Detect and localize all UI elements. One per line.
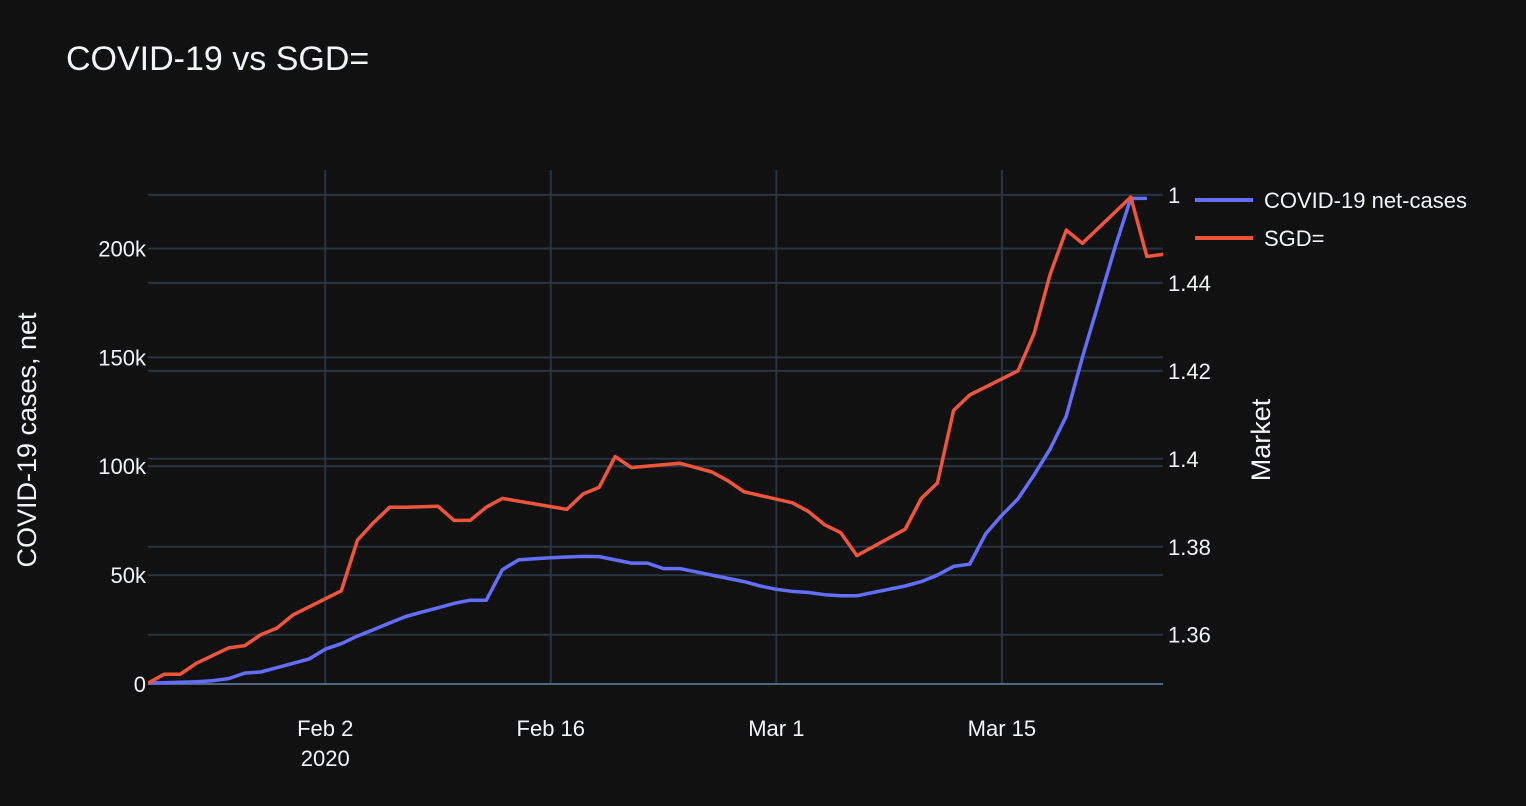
y-right-tick-label: 1 (1168, 183, 1180, 208)
legend-label: SGD= (1264, 226, 1325, 251)
y-left-tick-label: 200k (98, 236, 147, 261)
legend-label: COVID-19 net-cases (1264, 188, 1467, 213)
y-right-tick-label: 1.4 (1168, 447, 1199, 472)
y-right-tick-label: 1.44 (1168, 271, 1211, 296)
y-right-tick-label: 1.38 (1168, 535, 1211, 560)
series-line-covid-net-cases (148, 196, 1147, 685)
x-tick-label: Mar 15 (968, 716, 1036, 741)
y-right-axis-title: Market (1246, 398, 1276, 481)
x-tick-label: Feb 16 (517, 716, 586, 741)
series-lines (148, 195, 1163, 685)
axes: Feb 2 2020 Feb 16 Mar 1 Mar 15 0 50k 100k 150k 20… (98, 183, 1211, 771)
chart-title: COVID-19 vs SGD= (66, 40, 369, 78)
y-left-tick-label: 100k (98, 454, 147, 479)
x-tick-sublabel: 2020 (301, 746, 350, 771)
y-left-axis-title: COVID-19 cases, net (12, 312, 42, 568)
series-line-sgd (148, 195, 1163, 685)
y-left-tick-label: 150k (98, 345, 147, 370)
legend: COVID-19 net-cases SGD= (1195, 188, 1467, 251)
x-tick-label: Mar 1 (748, 716, 804, 741)
y-left-tick-label: 0 (134, 672, 146, 697)
y-left-tick-label: 50k (111, 563, 147, 588)
x-tick-label: Feb 2 (297, 716, 353, 741)
y-right-tick-label: 1.36 (1168, 623, 1211, 648)
y-right-tick-label: 1.42 (1168, 359, 1211, 384)
